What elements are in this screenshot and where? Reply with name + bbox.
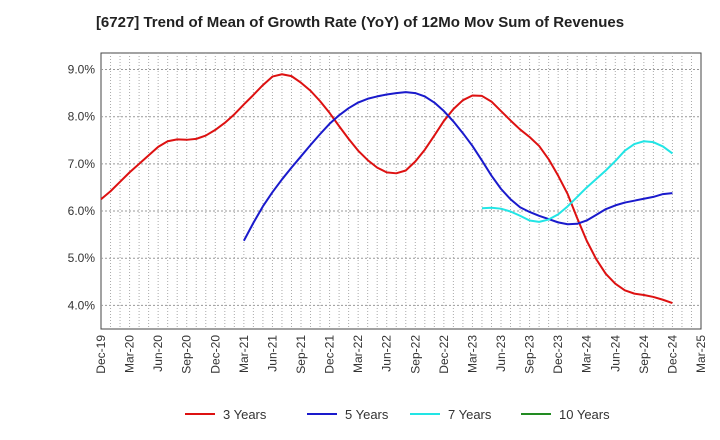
- y-tick-label: 8.0%: [68, 110, 96, 124]
- legend-label: 5 Years: [345, 407, 389, 422]
- series-line-3-years: [100, 73, 673, 304]
- x-tick-label: Sep-22: [408, 335, 422, 374]
- x-tick-label: Jun-22: [380, 335, 394, 372]
- x-tick-label: Jun-24: [608, 335, 622, 372]
- x-tick-label: Mar-20: [123, 335, 137, 373]
- x-tick-label: Dec-22: [437, 335, 451, 374]
- x-tick-label: Dec-19: [94, 335, 108, 374]
- series-line-5-years: [242, 91, 673, 242]
- x-tick-label: Mar-21: [237, 335, 251, 373]
- x-tick-label: Mar-24: [580, 335, 594, 373]
- x-axis-ticks: Dec-19 Mar-20 Jun-20 Sep-20 Dec-20 Mar-21 Jun-…: [94, 335, 708, 374]
- series-line-7-years: [481, 140, 674, 223]
- x-tick-label: Mar-25: [694, 335, 708, 373]
- y-tick-label: 4.0%: [68, 298, 96, 312]
- x-tick-label: Dec-24: [665, 335, 679, 374]
- x-tick-label: Jun-21: [265, 335, 279, 372]
- y-tick-label: 7.0%: [68, 157, 96, 171]
- legend-label: 3 Years: [223, 407, 267, 422]
- series-lines: [100, 73, 674, 304]
- y-tick-label: 5.0%: [68, 251, 96, 265]
- y-tick-label: 6.0%: [68, 204, 96, 218]
- legend-label: 7 Years: [448, 407, 492, 422]
- x-tick-label: Dec-23: [551, 335, 565, 374]
- x-tick-label: Sep-21: [294, 335, 308, 374]
- y-tick-label: 9.0%: [68, 63, 96, 77]
- plot-area: [100, 52, 702, 330]
- chart-title: [6727] Trend of Mean of Growth Rate (YoY…: [95, 14, 625, 31]
- x-tick-label: Dec-21: [323, 335, 337, 374]
- legend: 3 Years 5 Years 7 Years 10 Years: [185, 407, 610, 422]
- x-tick-label: Dec-20: [208, 335, 222, 374]
- x-tick-label: Mar-22: [351, 335, 365, 373]
- grid-lines: [101, 53, 701, 329]
- x-tick-label: Sep-24: [637, 335, 651, 374]
- x-tick-label: Sep-23: [523, 335, 537, 374]
- x-tick-label: Mar-23: [465, 335, 479, 373]
- legend-label: 10 Years: [559, 407, 610, 422]
- x-tick-label: Sep-20: [180, 335, 194, 374]
- x-tick-label: Jun-23: [494, 335, 508, 372]
- x-tick-label: Jun-20: [151, 335, 165, 372]
- y-axis-ticks: 4.0% 5.0% 6.0% 7.0% 8.0% 9.0%: [68, 63, 96, 313]
